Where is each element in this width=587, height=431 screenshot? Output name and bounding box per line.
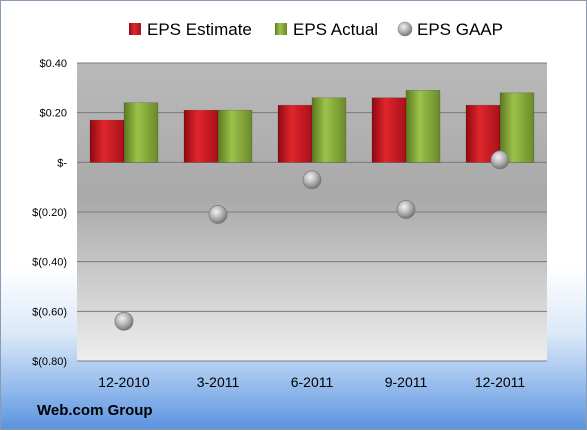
y-tick-label: $0.20 <box>39 108 67 120</box>
eps-actual-bar <box>499 92 535 163</box>
company-name: Web.com Group <box>37 402 153 419</box>
y-tick-label: $(0.80) <box>32 356 67 368</box>
eps-actual-bar <box>217 109 253 163</box>
x-tick-label: 3-2011 <box>197 374 240 390</box>
eps-gaap-point <box>302 170 322 190</box>
y-tick-label: $(0.40) <box>32 257 67 269</box>
y-tick-label: $- <box>57 157 67 169</box>
eps-estimate-bar <box>183 109 219 163</box>
x-tick-label: 12-2011 <box>475 374 526 390</box>
eps-gaap-point <box>208 205 228 224</box>
eps-actual-bar <box>123 102 159 163</box>
x-axis-ticks: 12-2010 3-2011 6-2011 9-2011 12-2011 <box>98 374 525 390</box>
x-tick-label: 12-2010 <box>98 374 150 390</box>
legend: EPS Estimate EPS Actual EPS GAAP <box>129 20 503 39</box>
eps-actual-bar <box>311 97 347 163</box>
eps-estimate-bar <box>277 104 313 163</box>
y-axis-ticks: $0.40 $0.20 $- $(0.20) $(0.40) $(0.60) $(0.80) <box>32 58 67 368</box>
eps-gaap-point <box>114 311 134 331</box>
green-square-icon <box>275 23 287 35</box>
y-tick-label: $(0.60) <box>32 306 67 318</box>
y-tick-label: $(0.20) <box>32 207 67 219</box>
bars <box>89 90 535 163</box>
x-tick-label: 9-2011 <box>385 374 428 390</box>
eps-estimate-bar <box>89 119 125 163</box>
x-tick-label: 6-2011 <box>291 374 334 390</box>
eps-estimate-bar <box>371 97 407 163</box>
legend-label: EPS GAAP <box>417 20 503 39</box>
eps-actual-bar <box>405 90 441 163</box>
eps-gaap-point <box>490 150 510 170</box>
red-square-icon <box>129 23 141 35</box>
legend-label: EPS Actual <box>293 20 378 39</box>
legend-label: EPS Estimate <box>147 20 252 39</box>
gaap-points <box>114 150 510 331</box>
eps-gaap-point <box>396 200 416 219</box>
gray-circle-icon <box>397 21 413 37</box>
y-tick-label: $0.40 <box>39 58 67 70</box>
